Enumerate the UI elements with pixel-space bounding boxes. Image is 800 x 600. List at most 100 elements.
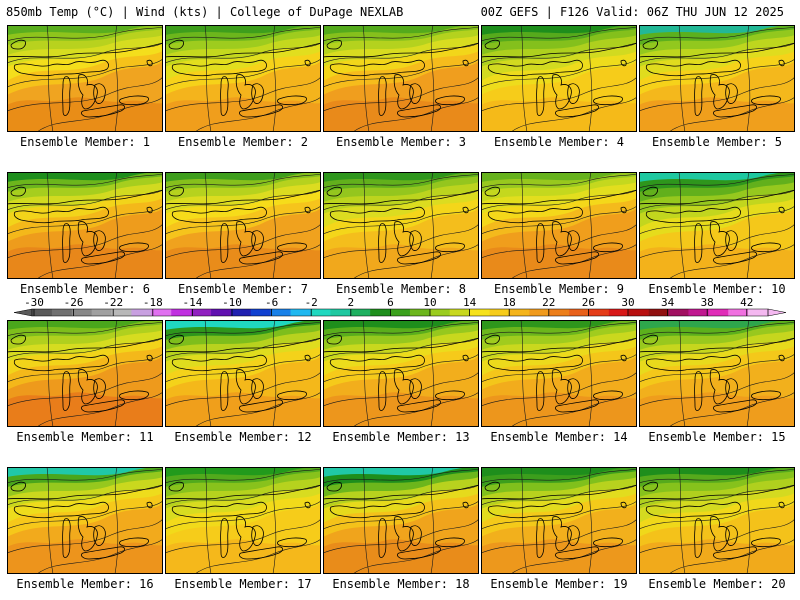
contour-line — [520, 467, 528, 574]
colorbar-tick-label: -14 — [182, 296, 202, 309]
contour-line — [481, 353, 637, 383]
coastline — [462, 59, 469, 67]
contour-line — [165, 518, 321, 554]
coastline — [171, 501, 267, 519]
member-label: Ensemble Member: 10 — [648, 282, 786, 296]
contour-line — [46, 320, 54, 427]
temperature-band — [639, 392, 795, 427]
contour-line — [510, 538, 637, 574]
coastline — [326, 186, 342, 197]
contour-line — [7, 500, 163, 530]
coastline — [62, 518, 71, 558]
colorbar-segment — [131, 309, 152, 316]
contour-line — [323, 26, 479, 42]
member-label: Ensemble Member: 15 — [648, 430, 786, 444]
coastline — [536, 371, 545, 411]
contour-line — [165, 371, 321, 407]
member-label: Ensemble Member: 6 — [19, 282, 151, 296]
temperature-map — [165, 172, 321, 279]
member-label: Ensemble Member: 3 — [335, 135, 467, 149]
map-border — [639, 467, 795, 574]
contour-line — [114, 467, 119, 574]
coastline — [146, 354, 153, 362]
coastline — [329, 501, 425, 519]
coastline — [168, 39, 184, 50]
coastline — [10, 334, 26, 345]
coastline — [778, 59, 785, 67]
colorbar-segment — [569, 309, 590, 316]
colorbar-tick-label: 6 — [387, 296, 394, 309]
coastline — [239, 399, 283, 413]
colorbar-tick-label: -30 — [24, 296, 44, 309]
coastline — [593, 242, 623, 253]
coastline — [77, 369, 98, 405]
colorbar-tick-label: 18 — [503, 296, 516, 309]
colorbar-segment — [588, 309, 610, 316]
contour-line — [510, 391, 637, 427]
coastline — [378, 518, 387, 558]
coastline — [487, 59, 583, 77]
coastline — [81, 104, 125, 118]
contour-line — [194, 243, 321, 279]
map-border — [165, 25, 321, 132]
contour-line — [588, 25, 593, 132]
coastline — [378, 223, 387, 263]
map-border — [323, 320, 479, 427]
coastline — [567, 378, 580, 399]
coastline — [536, 76, 545, 116]
coastline — [709, 516, 730, 552]
coastline — [642, 334, 658, 345]
temperature-band — [7, 539, 163, 574]
coastline — [397, 399, 441, 413]
contour-line — [323, 468, 479, 484]
coastline — [13, 501, 109, 519]
colorbar-segment — [151, 309, 172, 316]
coastline — [639, 189, 795, 205]
contour-line — [668, 391, 795, 427]
coastline — [481, 189, 637, 205]
map-panel-member-18: Ensemble Member: 18 — [323, 467, 479, 598]
map-panel-member-11: Ensemble Member: 11 — [7, 320, 163, 451]
coastline — [713, 546, 757, 560]
coastline — [645, 354, 741, 372]
coastline — [119, 242, 149, 253]
coastline — [326, 334, 342, 345]
coastline — [251, 83, 264, 104]
colorbar-segment — [350, 309, 371, 316]
contour-line — [668, 243, 795, 279]
header: 850mb Temp (°C) | Wind (kts) | College o… — [0, 0, 800, 22]
coastline — [397, 104, 441, 118]
member-label: Ensemble Member: 20 — [648, 577, 786, 591]
coastline — [304, 206, 311, 214]
coastline — [487, 206, 583, 224]
coastline — [484, 39, 500, 50]
coastline — [171, 354, 267, 372]
map-border — [7, 320, 163, 427]
coastline — [555, 104, 599, 118]
map-panel-member-10: Ensemble Member: 10 — [639, 172, 795, 303]
contour-line — [746, 320, 751, 427]
member-label: Ensemble Member: 18 — [332, 577, 470, 591]
temperature-map — [7, 25, 163, 132]
temperature-map — [481, 467, 637, 574]
colorbar-tick-label: -2 — [305, 296, 318, 309]
temperature-band — [481, 97, 637, 132]
contour-line — [746, 172, 751, 279]
coastline — [220, 518, 229, 558]
temperature-band — [165, 539, 321, 574]
colorbar-segment — [509, 309, 530, 316]
colorbar-segment — [211, 309, 232, 316]
contour-line — [46, 25, 54, 132]
contour-line — [7, 223, 163, 259]
colorbar-segment — [668, 309, 689, 316]
coastline — [551, 221, 572, 257]
coastline — [10, 186, 26, 197]
contour-line — [352, 243, 479, 279]
temperature-band — [165, 244, 321, 279]
colorbar-segment — [628, 309, 649, 316]
map-panel-member-4: Ensemble Member: 4 — [481, 25, 637, 156]
coastline — [645, 59, 741, 77]
temperature-map — [165, 467, 321, 574]
colorbar-segment — [489, 309, 510, 316]
contour-line — [362, 320, 370, 427]
